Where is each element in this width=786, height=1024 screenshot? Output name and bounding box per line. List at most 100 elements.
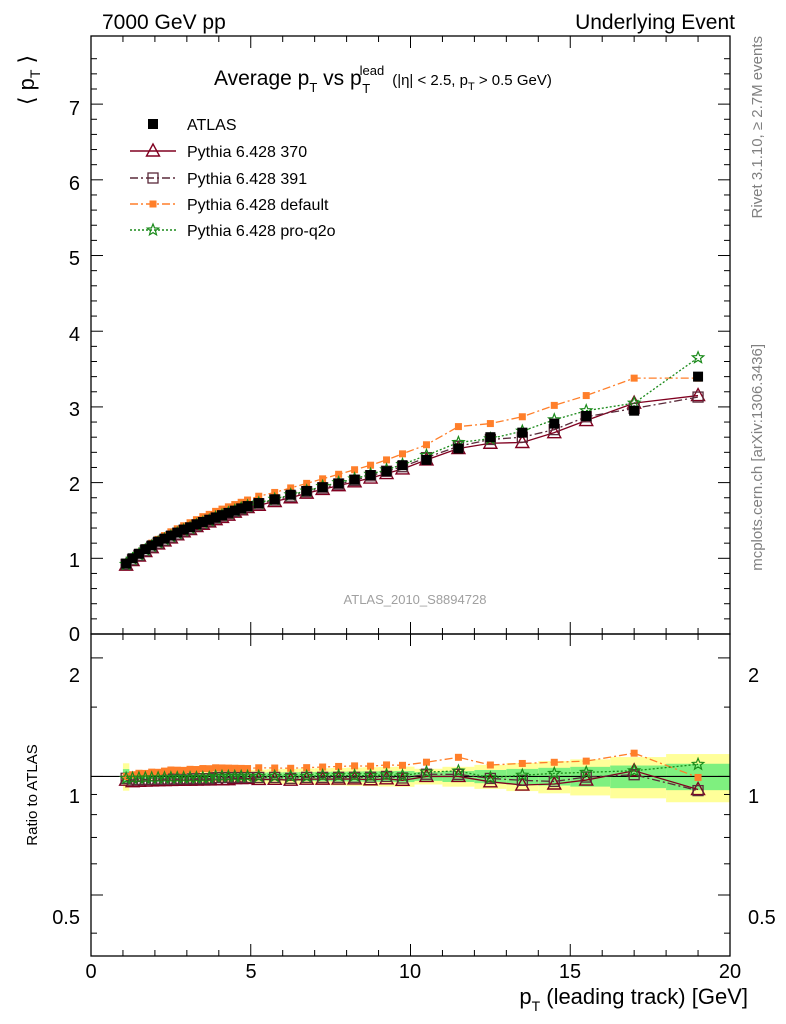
data-point-ratio [367, 762, 375, 770]
data-point-main [229, 505, 240, 516]
data-point-ratio [420, 768, 433, 780]
data-point-ratio [364, 771, 377, 783]
y-axis-label-main-end: ⟩ [14, 55, 39, 70]
data-point-ratio [165, 773, 177, 785]
x-tick-labels: 0 5 10 15 20 [85, 961, 741, 983]
data-point-main [301, 485, 312, 496]
data-point-ratio [267, 768, 282, 783]
plot-title-cut-b: > 0.5 GeV) [475, 72, 552, 89]
data-point-main [549, 418, 560, 429]
data-point-main [333, 478, 344, 489]
legend-marker [145, 142, 161, 157]
data-point-main [486, 420, 494, 428]
data-point-ratio [315, 767, 330, 782]
data-point-main [159, 533, 170, 544]
x-tick-label-15: 15 [559, 961, 581, 983]
data-point-ratio [287, 764, 295, 772]
data-point-ratio [201, 769, 217, 784]
legend: ATLAS Pythia 6.428 370 Pythia 6.428 391 … [130, 117, 336, 240]
plot-title-a: Average p [214, 67, 309, 90]
data-point-ratio [205, 765, 213, 773]
data-point-main [204, 514, 215, 525]
data-point-main [422, 441, 430, 449]
data-point-ratio [347, 767, 362, 782]
plot-title-sup: lead [360, 63, 385, 78]
data-point-ratio [332, 771, 345, 783]
data-point-main [349, 474, 360, 485]
x-axis-label-b: (leading track) [GeV] [540, 984, 748, 1009]
data-point-ratio [283, 768, 298, 783]
axis-ticks [90, 36, 731, 956]
data-point-main [223, 507, 234, 518]
data-point-main [692, 391, 704, 403]
data-point-ratio [395, 768, 410, 782]
y-tick-label-main-1: 1 [69, 550, 80, 572]
y-tick-label-main-2: 2 [69, 474, 80, 496]
legend-marker [149, 200, 157, 208]
y-tick-label-main-5: 5 [69, 248, 80, 270]
data-point-ratio [237, 764, 245, 772]
data-point-ratio [269, 771, 281, 784]
rivet-version-label: Rivet 3.1.10, ≥ 2.7M events [749, 36, 766, 219]
data-point-main [269, 494, 280, 505]
data-point-main [550, 401, 558, 409]
data-point-ratio [186, 765, 194, 773]
data-point-ratio [451, 763, 466, 778]
x-tick-label-5: 5 [245, 961, 256, 983]
data-point-ratio [483, 770, 498, 784]
data-point-main [546, 424, 562, 439]
data-point-ratio [235, 771, 247, 784]
data-point-main [216, 510, 227, 521]
data-point-main [140, 544, 151, 555]
y-tick-label-ratio-right-2: 2 [748, 665, 759, 687]
data-point-main [317, 482, 328, 493]
data-point-main [146, 540, 157, 551]
data-point-main [242, 501, 253, 512]
plot-title-cut-sub: T [468, 81, 475, 93]
data-point-ratio [301, 771, 313, 784]
data-point-main [383, 456, 391, 464]
data-point-main [421, 454, 432, 465]
data-point-ratio [190, 773, 203, 785]
data-point-ratio [222, 771, 235, 784]
data-point-ratio [396, 772, 409, 784]
series-line-main [125, 396, 699, 565]
legend-label-atlas: ATLAS [187, 117, 237, 134]
data-point-ratio [518, 759, 526, 767]
main-plot-series [118, 350, 706, 571]
y-tick-label-main-0: 0 [69, 624, 80, 646]
y-axis-label-main-sub: T [27, 69, 43, 78]
data-point-ratio [285, 772, 297, 784]
data-point-ratio [203, 773, 215, 785]
data-point-ratio [129, 771, 137, 779]
data-point-ratio [299, 768, 314, 783]
data-point-main [399, 450, 407, 458]
data-point-main [581, 410, 592, 421]
data-point-main [210, 512, 221, 523]
plot-title-b: vs p [317, 67, 361, 90]
data-point-ratio [690, 756, 706, 771]
data-point-main [693, 371, 704, 382]
data-point-ratio [399, 761, 407, 769]
data-point-main [381, 466, 392, 477]
y-tick-label-ratio-right-0.5: 0.5 [748, 907, 776, 929]
data-point-ratio [251, 768, 267, 783]
data-point-ratio [271, 764, 279, 772]
data-point-ratio [212, 764, 220, 772]
data-point-ratio [319, 763, 327, 771]
data-point-ratio [419, 764, 434, 779]
data-point-ratio [192, 766, 200, 774]
data-point-ratio [383, 761, 391, 769]
data-point-main [397, 460, 408, 471]
data-point-ratio [199, 765, 207, 773]
data-point-main [133, 548, 144, 559]
data-point-main [172, 527, 183, 538]
data-point-ratio [255, 764, 263, 772]
header-right: Underlying Event [575, 11, 735, 34]
data-point-main [285, 489, 296, 500]
data-point-main [185, 522, 196, 533]
series-line-main [125, 377, 699, 565]
data-point-ratio [216, 771, 228, 784]
ratio-plot-series [118, 749, 706, 797]
data-point-ratio [630, 749, 638, 757]
